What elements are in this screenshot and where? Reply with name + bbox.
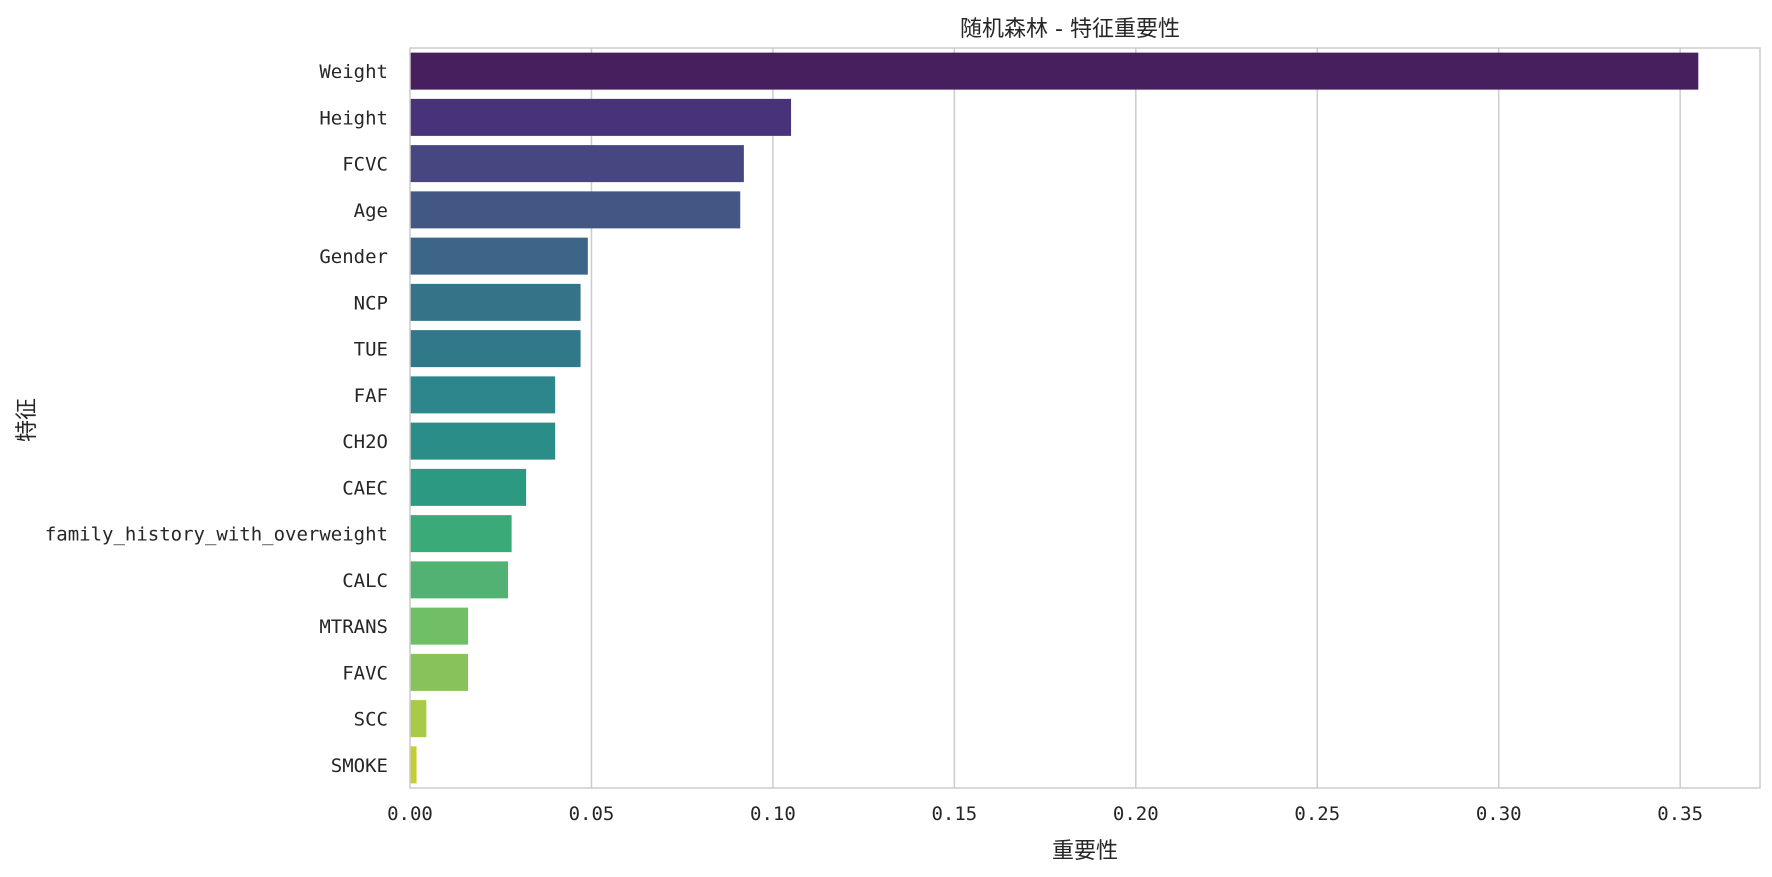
y-axis-label: 特征 bbox=[15, 398, 40, 442]
category-label: FCVC bbox=[342, 154, 388, 176]
bar-scc bbox=[410, 700, 427, 738]
category-label: Height bbox=[319, 107, 388, 129]
bar-age bbox=[410, 191, 741, 229]
bar-ch2o bbox=[410, 422, 556, 460]
bar-height bbox=[410, 98, 792, 136]
bar-ncp bbox=[410, 283, 581, 321]
x-tick-labels: 0.00 0.05 0.10 0.15 0.20 0.25 0.30 0.35 bbox=[387, 803, 1703, 825]
x-tick-label: 0.15 bbox=[931, 803, 977, 825]
bar-faf bbox=[410, 376, 556, 414]
bar-smoke bbox=[410, 746, 417, 784]
category-label: Gender bbox=[319, 246, 388, 268]
category-label: FAF bbox=[354, 385, 388, 407]
plot-frame bbox=[409, 47, 1761, 789]
bar-calc bbox=[410, 561, 508, 599]
x-axis-label: 重要性 bbox=[1052, 839, 1118, 864]
x-tick-label: 0.10 bbox=[750, 803, 796, 825]
category-label: SMOKE bbox=[331, 755, 388, 777]
category-label: CALC bbox=[342, 570, 388, 592]
x-tick-label: 0.25 bbox=[1294, 803, 1340, 825]
category-label: Age bbox=[354, 200, 388, 222]
bar-caec bbox=[410, 468, 527, 506]
category-label: MTRANS bbox=[319, 616, 388, 638]
bar-gender bbox=[410, 237, 588, 275]
category-label: SCC bbox=[354, 709, 388, 731]
category-label: CAEC bbox=[342, 477, 388, 499]
category-labels: Weight Height FCVC Age Gender NCP TUE FAF CH2O CA… bbox=[45, 61, 388, 777]
gridlines bbox=[590, 48, 1681, 788]
category-label: NCP bbox=[354, 292, 388, 314]
bar-weight bbox=[410, 52, 1699, 90]
bar-tue bbox=[410, 330, 581, 368]
category-label: CH2O bbox=[342, 431, 388, 453]
category-label: FAVC bbox=[342, 662, 388, 684]
x-tick-label: 0.05 bbox=[569, 803, 615, 825]
category-label: TUE bbox=[354, 339, 388, 361]
bar-mtrans bbox=[410, 607, 469, 645]
x-tick-label: 0.30 bbox=[1476, 803, 1522, 825]
x-tick-label: 0.00 bbox=[387, 803, 433, 825]
bar-favc bbox=[410, 653, 469, 691]
bar-family-history-with-overweight bbox=[410, 515, 512, 553]
x-tick-label: 0.35 bbox=[1657, 803, 1703, 825]
bar-fcvc bbox=[410, 145, 744, 183]
chart-title: 随机森林 - 特征重要性 bbox=[960, 17, 1180, 42]
x-tick-label: 0.20 bbox=[1113, 803, 1159, 825]
category-label: family_history_with_overweight bbox=[45, 524, 388, 546]
bars bbox=[410, 52, 1699, 784]
category-label: Weight bbox=[319, 61, 388, 83]
